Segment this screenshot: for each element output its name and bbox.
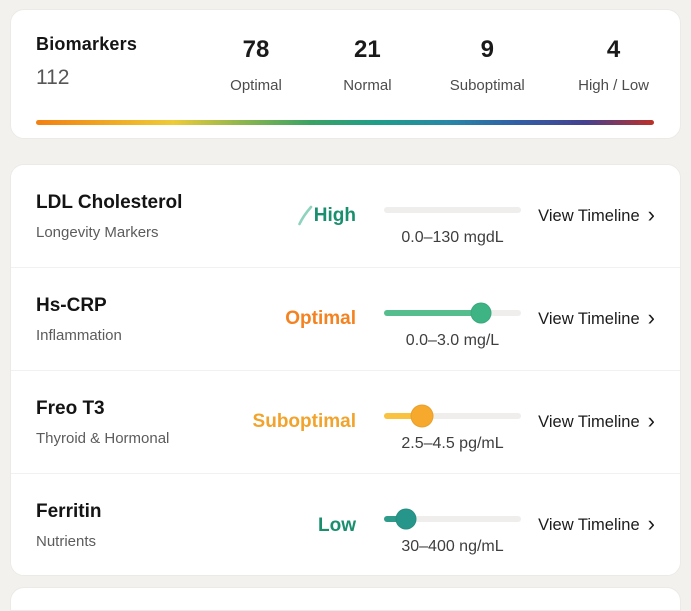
biomarker-row-ferritin[interactable]: Ferritin Nutrients Low 30–400 ng/mL View… — [11, 474, 680, 575]
stat-suboptimal-label: Suboptimal — [449, 77, 525, 94]
status-label: Low — [318, 514, 356, 536]
biomarker-name: LDL Cholesterol — [36, 191, 183, 213]
biomarkers-list-card: LDL Cholesterol Longevity Markers High 0… — [10, 164, 681, 576]
biomarker-category: Nutrients — [36, 533, 97, 550]
slider-thumb[interactable] — [410, 404, 434, 427]
slider-thumb[interactable] — [470, 302, 492, 323]
slider-fill — [384, 309, 482, 316]
view-timeline-label: View Timeline — [538, 516, 640, 534]
stat-optimal: 78 Optimal — [227, 36, 285, 94]
status-indicator: Low — [251, 515, 356, 537]
slider-track[interactable] — [384, 206, 521, 213]
biomarker-row-freo-t3[interactable]: Freo T3 Thyroid & Hormonal Suboptimal 2.… — [11, 371, 680, 474]
stat-suboptimal: 9 Suboptimal — [450, 36, 525, 94]
range-label: 0.0–3.0 mg/L — [405, 331, 500, 349]
biomarker-info: Freo T3 Thyroid & Hormonal — [36, 398, 251, 447]
range-slider[interactable]: 2.5–4.5 pg/mL — [384, 392, 521, 453]
range-label: 2.5–4.5 pg/mL — [401, 434, 504, 452]
status-indicator: Optimal — [251, 308, 356, 330]
view-timeline-label: View Timeline — [538, 412, 640, 431]
stat-high-low-label: High / Low — [578, 77, 649, 94]
chevron-right-icon: › — [647, 201, 655, 227]
view-timeline-label: View Timeline — [538, 206, 640, 225]
biomarker-name: Freo T3 — [36, 397, 105, 419]
range-slider[interactable]: 30–400 ng/mL — [384, 495, 521, 556]
biomarker-category: Thyroid & Hormonal — [36, 429, 170, 447]
slider-track[interactable] — [384, 508, 521, 530]
stat-normal-value: 21 — [354, 36, 381, 63]
view-timeline-button[interactable]: View Timeline › — [538, 304, 655, 330]
chevron-right-icon: › — [647, 511, 655, 536]
status-label: Optimal — [285, 308, 356, 329]
range-slider[interactable]: 0.0–130 mgdL — [384, 186, 521, 247]
biomarker-info: LDL Cholesterol Longevity Markers — [36, 192, 251, 241]
stat-optimal-label: Optimal — [230, 77, 282, 94]
stat-high-low-value: 4 — [606, 36, 621, 63]
biomarker-info: Ferritin Nutrients — [36, 501, 251, 550]
stat-normal-label: Normal — [343, 77, 392, 94]
range-label: 0.0–130 mgdL — [401, 228, 504, 246]
status-label: Suboptimal — [252, 411, 356, 432]
range-slider[interactable]: 0.0–3.0 mg/L — [384, 289, 521, 350]
biomarker-name: Ferritin — [36, 501, 102, 522]
biomarker-row-ldl-cholesterol[interactable]: LDL Cholesterol Longevity Markers High 0… — [11, 165, 680, 268]
biomarker-name: Hs-CRP — [36, 294, 107, 316]
biomarker-category: Longevity Markers — [36, 223, 159, 241]
summary-title-block: Biomarkers 112 — [36, 34, 221, 90]
biomarker-category: Inflammation — [36, 326, 122, 344]
slider-track[interactable] — [384, 404, 521, 427]
chevron-right-icon: › — [647, 407, 655, 433]
slider-fill — [384, 516, 406, 522]
view-timeline-button[interactable]: View Timeline › — [538, 407, 655, 433]
stat-suboptimal-value: 9 — [480, 36, 494, 63]
range-label: 30–400 ng/mL — [401, 538, 504, 555]
summary-stats: 78 Optimal 21 Normal 9 Suboptimal 4 High… — [221, 34, 655, 94]
status-spectrum-gradient-bar — [36, 120, 654, 125]
view-timeline-button[interactable]: View Timeline › — [538, 201, 655, 227]
biomarkers-total-count: 112 — [36, 66, 70, 89]
biomarker-info: Hs-CRP Inflammation — [36, 295, 251, 344]
slider-thumb[interactable] — [395, 508, 417, 530]
chevron-right-icon: › — [647, 304, 655, 330]
next-card-partial — [10, 587, 681, 611]
biomarker-row-hs-crp[interactable]: Hs-CRP Inflammation Optimal 0.0–3.0 mg/L… — [11, 268, 680, 371]
status-indicator: Suboptimal — [251, 411, 356, 433]
status-label: High — [313, 205, 356, 226]
stat-high-low: 4 High / Low — [578, 36, 649, 94]
page-title: Biomarkers — [36, 34, 138, 54]
trend-up-icon — [297, 205, 313, 225]
view-timeline-button[interactable]: View Timeline › — [538, 511, 655, 536]
biomarkers-summary-card: Biomarkers 112 78 Optimal 21 Normal 9 Su… — [10, 9, 681, 139]
slider-track[interactable] — [384, 302, 521, 323]
view-timeline-label: View Timeline — [538, 309, 640, 328]
stat-normal: 21 Normal — [338, 36, 396, 94]
stat-optimal-value: 78 — [242, 36, 270, 63]
slider-fill — [384, 412, 423, 419]
status-indicator: High — [251, 205, 356, 228]
